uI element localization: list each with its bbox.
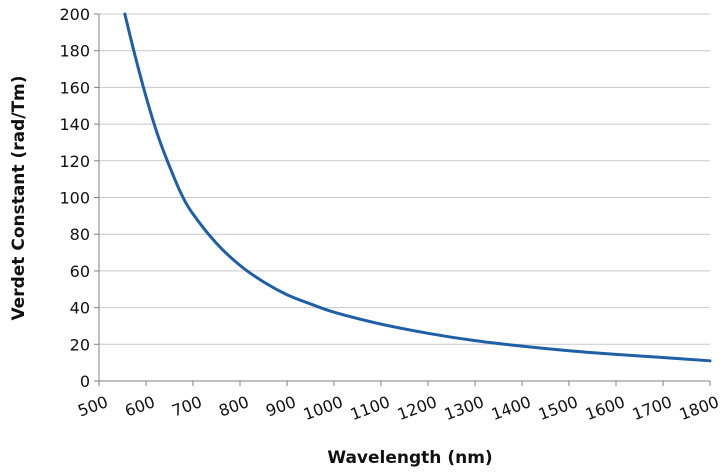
y-tick-label: 0	[80, 372, 90, 391]
series-layer	[123, 12, 712, 363]
x-tick-label: 1300	[442, 392, 487, 424]
y-tick-label: 40	[70, 299, 90, 318]
series-line-verdet	[123, 12, 712, 363]
x-tick-label: 1700	[630, 392, 675, 424]
y-tick-label: 120	[59, 152, 90, 171]
y-tick-label: 100	[59, 189, 90, 208]
x-tick-label: 1600	[583, 392, 628, 424]
x-tick-label: 1400	[489, 392, 534, 424]
x-tick-label: 1500	[536, 392, 581, 424]
x-tick-label: 1200	[395, 392, 440, 424]
y-tick-label: 200	[59, 5, 90, 24]
grid-layer	[99, 13, 710, 345]
y-tick-label: 80	[70, 225, 90, 244]
y-tick-label: 180	[59, 42, 90, 61]
x-tick-label: 800	[216, 392, 251, 420]
y-tick-label: 140	[59, 115, 90, 134]
y-axis-title: Verdet Constant (rad/Tm)	[9, 75, 29, 320]
axes-layer	[94, 13, 711, 386]
x-tick-label: 600	[122, 392, 157, 420]
x-tick-label: 500	[75, 392, 110, 420]
y-tick-label: 160	[59, 78, 90, 97]
y-tick-label: 20	[70, 335, 90, 354]
x-axis-title: Wavelength (nm)	[327, 448, 492, 468]
x-tick-label: 900	[263, 392, 298, 420]
labels-layer: 0 20 40 60 80 100 120 140 160 180 200 500 600 700 800 9…	[59, 5, 720, 424]
x-tick-label: 1000	[301, 392, 346, 424]
x-tick-label: 1800	[677, 392, 720, 424]
y-tick-label: 60	[70, 262, 90, 281]
x-tick-label: 1100	[348, 392, 393, 424]
x-tick-label: 700	[169, 392, 204, 420]
